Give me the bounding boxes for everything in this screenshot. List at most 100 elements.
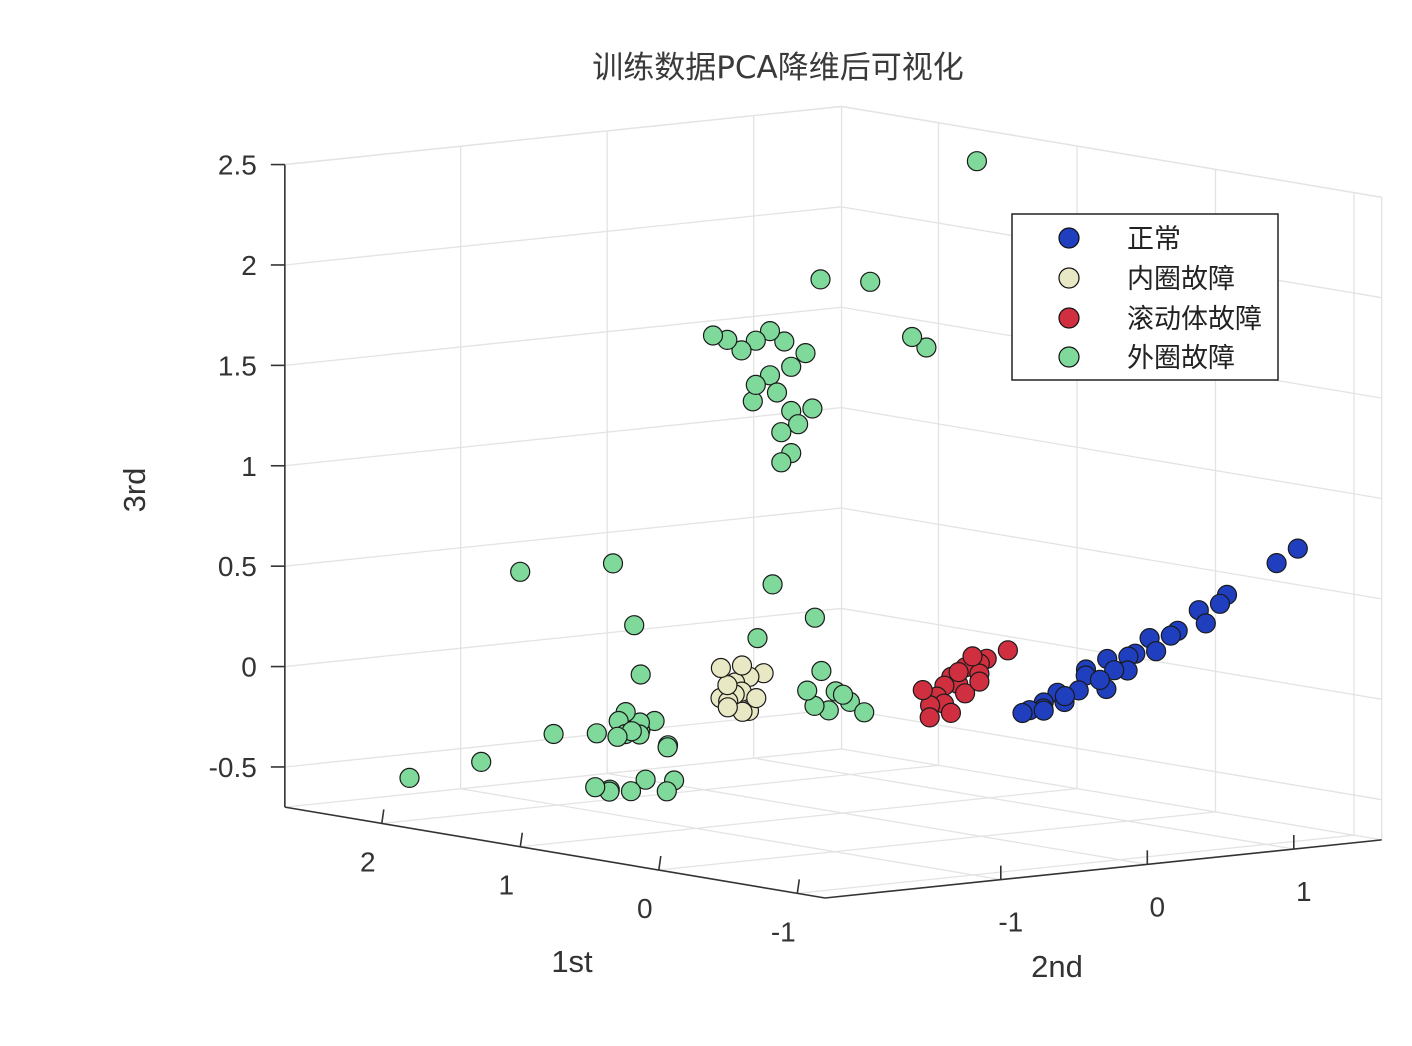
legend-label-outer-race: 外圈故障 [1127, 343, 1235, 374]
y-tick-label: 1 [1296, 876, 1312, 907]
data-point-normal [1145, 641, 1167, 662]
data-point-outer-race [635, 769, 656, 790]
y-tick-label: 0 [1150, 891, 1166, 922]
data-point-normal [1089, 669, 1111, 691]
series-inner-race [710, 655, 774, 722]
grid-pane-edge [284, 105, 842, 166]
data-point-outer-race [742, 391, 763, 412]
legend-box [1011, 213, 1279, 381]
data-point-outer-race [774, 331, 795, 352]
x-axis-line [284, 806, 826, 899]
legend-label-ball: 滚动体故障 [1127, 304, 1262, 335]
data-point-outer-race [602, 553, 624, 574]
data-point-outer-race [624, 615, 645, 636]
y-axis-line [824, 839, 1382, 899]
chart-title: 训练数据PCA降维后可视化 [592, 50, 964, 86]
z-tick-label: 1 [241, 451, 257, 482]
grid-pane-edge [841, 748, 1382, 841]
data-point-outer-race [586, 723, 607, 744]
x-tick-mark [796, 879, 801, 894]
data-point-outer-race [771, 452, 792, 473]
z-tick-label: -0.5 [209, 752, 257, 783]
data-point-normal [1160, 625, 1181, 646]
legend-marker-normal [1058, 227, 1080, 249]
data-point-normal [1195, 613, 1216, 634]
grid-line [797, 834, 1355, 894]
data-point-ball [912, 679, 933, 701]
x-tick-label: 0 [637, 893, 653, 924]
data-point-outer-race [543, 723, 564, 745]
data-point-ball [969, 671, 990, 692]
z-tick-label: 2.5 [218, 150, 257, 181]
series-normal [1012, 538, 1308, 724]
data-point-outer-race [745, 374, 766, 395]
data-point-ball [962, 646, 983, 667]
data-point-outer-race [797, 680, 818, 701]
grid-line [284, 507, 842, 567]
data-point-outer-race [771, 422, 792, 443]
grid-line [658, 811, 1216, 871]
data-point-outer-race [656, 781, 677, 802]
data-point-inner-race [710, 657, 732, 679]
data-point-ball [997, 640, 1019, 661]
data-point-outer-race [766, 382, 788, 403]
legend-marker-outer-race [1058, 346, 1080, 368]
x-tick-label: 1 [499, 870, 515, 901]
data-point-outer-race [860, 271, 881, 292]
data-point-inner-race [731, 655, 753, 676]
grid-pane-edge [284, 748, 842, 808]
x-tick-label: 2 [360, 846, 376, 877]
data-point-outer-race [731, 340, 752, 361]
data-point-outer-race [747, 627, 768, 649]
data-point-outer-race [399, 767, 420, 789]
y-axis-label: 2nd [1031, 949, 1083, 984]
grid-line [460, 788, 1001, 881]
legend-item: 外圈故障 [1058, 343, 1235, 374]
data-point-outer-race [810, 269, 831, 290]
grid-line [520, 787, 1078, 848]
data-point-normal [1209, 593, 1231, 614]
z-tick-label: 0.5 [218, 551, 257, 582]
data-point-ball [948, 661, 969, 683]
data-point-ball [954, 683, 976, 704]
x-tick-mark [381, 809, 385, 824]
series-outer-race [399, 151, 988, 802]
data-point-normal [1012, 702, 1033, 724]
tick-labels: -1 0 1 2 -1 0 1 -0.5 0 0.5 1 1.5 2 2.5 [209, 150, 1312, 948]
data-point-normal [1104, 660, 1125, 681]
data-point-outer-race [795, 343, 816, 364]
data-point-ball [940, 702, 962, 724]
data-point-outer-race [759, 365, 781, 386]
legend-item: 内圈故障 [1058, 264, 1235, 295]
grid-line [284, 607, 842, 668]
legend-marker-ball [1058, 307, 1080, 329]
grid-pane-edge [841, 105, 1382, 198]
data-point-outer-race [832, 684, 854, 705]
grid-line [753, 757, 1294, 850]
data-point-outer-race [510, 561, 531, 582]
axes [270, 163, 1382, 899]
data-point-outer-race [702, 325, 724, 346]
legend: 正常 内圈故障 滚动体故障 外圈故障 [1011, 213, 1279, 381]
data-point-outer-race [620, 781, 642, 802]
data-point-outer-race [759, 321, 781, 342]
data-point-normal [1054, 685, 1076, 707]
data-point-outer-race [916, 337, 937, 358]
z-tick-label: 1.5 [218, 350, 257, 381]
z-tick-label: 0 [241, 652, 257, 683]
grid-line [841, 507, 1382, 600]
data-point-outer-race [787, 414, 809, 435]
data-point-outer-race [781, 356, 802, 377]
x-tick-label: -1 [771, 916, 796, 947]
data-point-outer-race [657, 737, 678, 758]
data-point-normal [1266, 552, 1287, 574]
z-tick-label: 2 [241, 250, 257, 281]
grid-line [607, 772, 1148, 865]
data-point-outer-race [471, 751, 492, 773]
grid-line [284, 306, 842, 367]
data-point-outer-race [745, 330, 766, 351]
x-tick-mark [658, 855, 662, 871]
data-point-normal [1033, 700, 1054, 721]
grid-line [284, 406, 842, 467]
data-point-outer-race [630, 664, 651, 685]
